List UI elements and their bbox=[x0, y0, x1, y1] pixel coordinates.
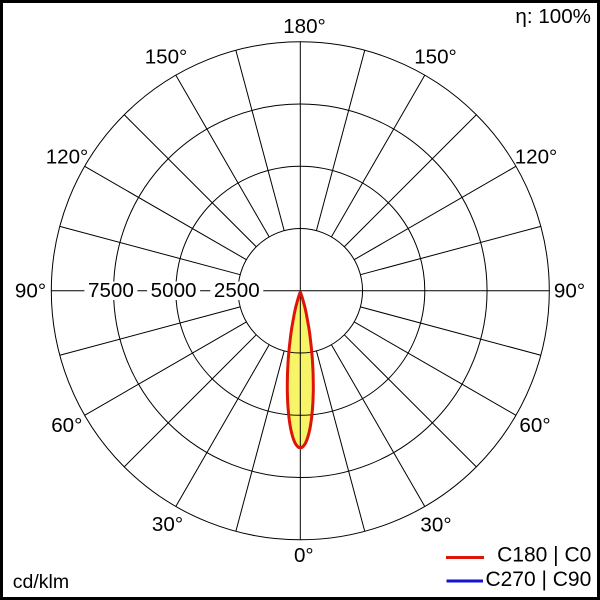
svg-text:C180 | C0: C180 | C0 bbox=[497, 543, 591, 566]
svg-text:0°: 0° bbox=[294, 544, 314, 567]
svg-text:7500: 7500 bbox=[88, 279, 134, 302]
svg-text:cd/klm: cd/klm bbox=[13, 571, 69, 593]
svg-text:150°: 150° bbox=[414, 46, 457, 69]
svg-text:η: 100%: η: 100% bbox=[515, 5, 591, 28]
svg-text:2500: 2500 bbox=[214, 279, 260, 302]
svg-text:60°: 60° bbox=[51, 414, 82, 437]
svg-text:5000: 5000 bbox=[151, 279, 197, 302]
svg-text:90°: 90° bbox=[554, 279, 585, 302]
svg-text:30°: 30° bbox=[420, 514, 451, 537]
svg-text:150°: 150° bbox=[145, 46, 188, 69]
svg-text:120°: 120° bbox=[46, 145, 89, 168]
svg-text:30°: 30° bbox=[152, 513, 183, 536]
svg-text:C270 | C90: C270 | C90 bbox=[485, 568, 591, 591]
svg-text:90°: 90° bbox=[15, 279, 46, 302]
svg-text:60°: 60° bbox=[519, 414, 550, 437]
svg-text:120°: 120° bbox=[515, 145, 558, 168]
svg-text:180°: 180° bbox=[283, 15, 326, 38]
